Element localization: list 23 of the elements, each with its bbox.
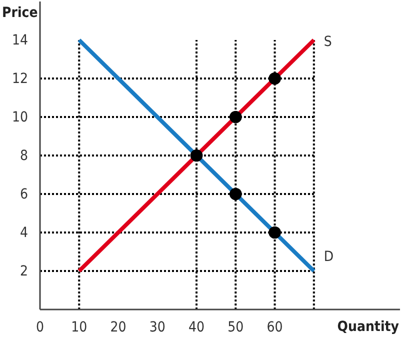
y-tick-label: 14 [12, 32, 28, 48]
y-axis-title: Price [2, 5, 38, 21]
y-tick-label: 12 [12, 70, 28, 87]
y-tick-label: 10 [12, 109, 28, 126]
series-label: D [324, 249, 334, 265]
series-label: S [324, 34, 332, 50]
x-tick-label: 0 [36, 319, 44, 336]
x-tick-label: 40 [188, 319, 205, 336]
point [268, 72, 281, 85]
point [229, 188, 242, 200]
y-tick-label: 8 [20, 148, 28, 164]
y-tick-label: 2 [20, 263, 28, 280]
x-tick-label: 10 [71, 319, 88, 336]
point [268, 226, 281, 239]
point [190, 149, 203, 162]
y-tick-label: 6 [20, 186, 28, 202]
x-tick-label: 30 [149, 319, 166, 336]
point [229, 110, 242, 124]
y-tick-label: 4 [20, 224, 28, 241]
x-tick-label: 50 [228, 319, 244, 336]
x-tick-label: 60 [266, 319, 283, 336]
x-axis-title: Quantity [337, 319, 399, 335]
x-tick-label: 20 [110, 319, 126, 336]
